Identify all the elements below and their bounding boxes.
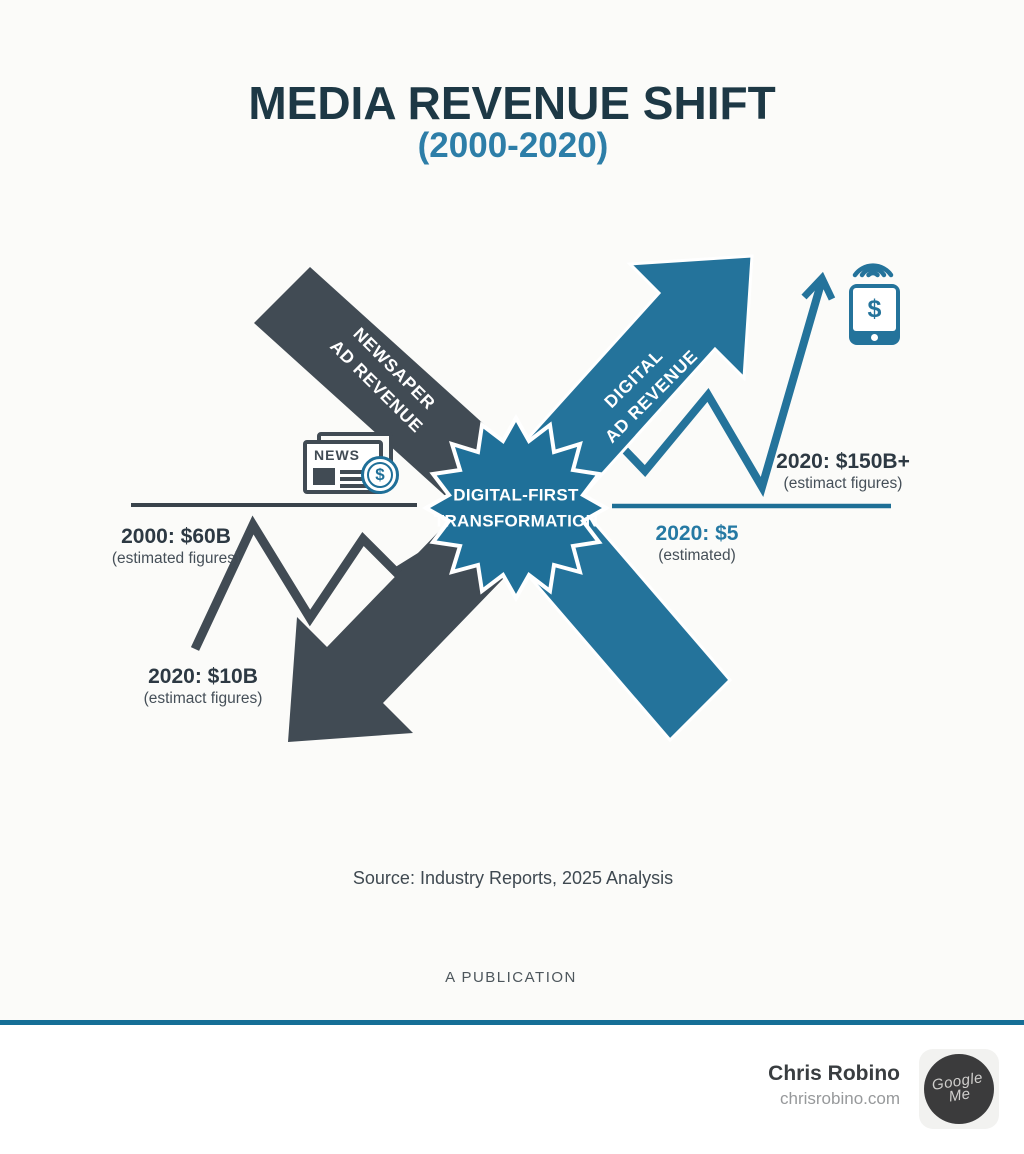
smartphone-home-button (871, 334, 878, 341)
digital-trend-arrowhead (801, 271, 836, 301)
dollar-coin-icon: $ (361, 456, 399, 494)
transformation-badge-label: DIGITAL-FIRST TRANSFORMATION (421, 483, 611, 534)
footer-divider (0, 1020, 1024, 1025)
stat-digital-2020-small: 2020: $5 (estimated) (656, 522, 739, 565)
smartphone-icon: $ (849, 284, 900, 345)
stat-digital-2020-small-note: (estimated) (658, 547, 736, 564)
newspaper-text-line (340, 477, 370, 481)
stat-newspaper-2000-note: (estimated figures) (111, 550, 241, 567)
stat-newspaper-2020-note: (estimact figures) (143, 690, 263, 707)
transformation-badge-line2: TRANSFORMATION (433, 511, 599, 530)
stat-digital-2020-small-value: 2020: $5 (655, 522, 739, 545)
footer-background (0, 1025, 1024, 1154)
brand-logo-circle: Google Me (924, 1054, 994, 1124)
stat-newspaper-2020-value: 2020: $10B (148, 665, 258, 688)
page-title: MEDIA REVENUE SHIFT (248, 77, 776, 129)
transformation-starburst (421, 413, 611, 603)
wifi-signal-icon (852, 263, 894, 278)
author-website[interactable]: chrisrobino.com (780, 1089, 900, 1108)
publication-label: A PUBLICATION (445, 969, 577, 986)
newspaper-text-line (340, 484, 370, 488)
smartphone-dollar-symbol: $ (853, 288, 896, 331)
newspaper-text-line (340, 470, 370, 474)
newspaper-photo-block (313, 468, 335, 485)
newspaper-icon: NEWS $ (303, 432, 401, 498)
source-attribution: Source: Industry Reports, 2025 Analysis (352, 868, 674, 888)
author-name: Chris Robino (768, 1062, 900, 1085)
stat-newspaper-2000-value: 2000: $60B (121, 525, 231, 548)
stat-newspaper-2020: 2020: $10B (estimact figures) (144, 665, 263, 708)
stat-digital-2020: 2020: $150B+ (estimact figures) (776, 450, 910, 493)
stat-digital-2020-note: (estimact figures) (783, 475, 903, 492)
transformation-badge-line1: DIGITAL-FIRST (453, 485, 579, 505)
newspaper-masthead-text: NEWS (314, 447, 360, 463)
stat-digital-2020-value: 2020: $150B+ (776, 450, 910, 473)
dollar-coin-symbol: $ (367, 462, 393, 488)
brand-logo: Google Me (919, 1049, 999, 1129)
stat-newspaper-2000: 2000: $60B (estimated figures) (112, 525, 240, 568)
mobile-money-icon: $ (845, 252, 907, 348)
page-subtitle: (2000-2020) (417, 126, 609, 165)
brand-logo-text: Google Me (931, 1069, 986, 1107)
footer-author-block: Chris Robino chrisrobino.com (768, 1062, 900, 1109)
